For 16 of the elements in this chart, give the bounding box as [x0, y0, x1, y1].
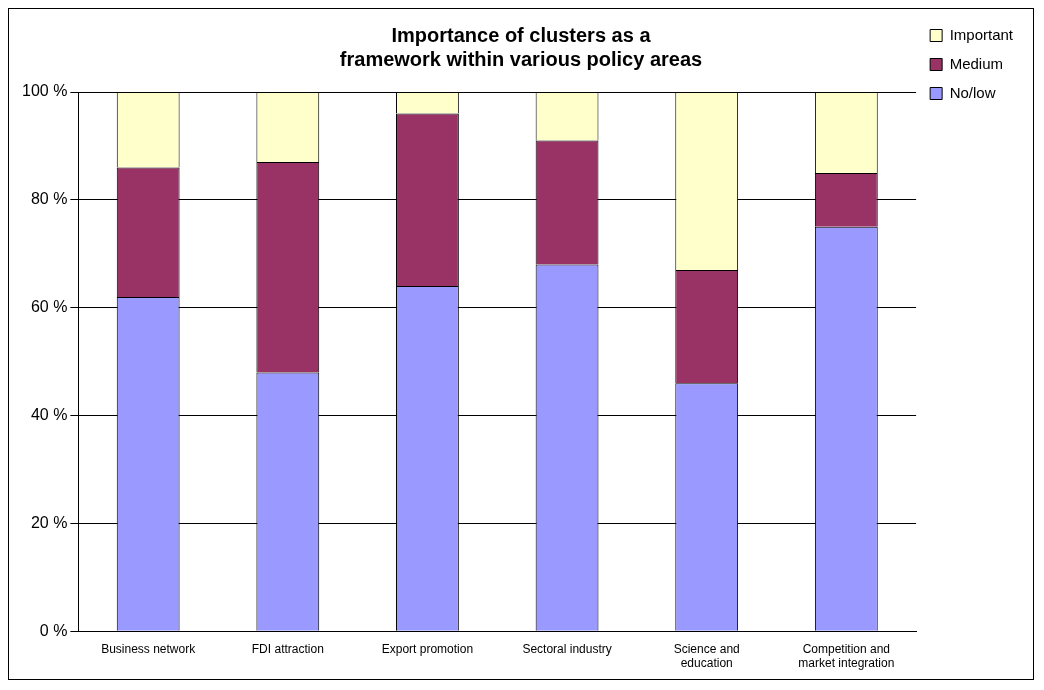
legend-label: No/low: [949, 83, 996, 101]
y-tick-label: 80 %: [30, 190, 68, 208]
y-tick-label: 40 %: [30, 405, 68, 423]
x-tick-label: FDI attraction: [251, 641, 324, 656]
x-tick-label: Export promotion: [381, 641, 474, 656]
y-tick-label: 100 %: [21, 82, 68, 100]
y-tick-label: 0 %: [39, 621, 68, 639]
x-tick-label: Sectoral industry: [522, 641, 612, 656]
y-tick-label: 60 %: [30, 298, 68, 316]
x-tick-label: Business network: [101, 641, 197, 656]
chart-title: Importance of clusters as a framework within various policy areas: [339, 23, 703, 70]
x-tick-label: Competition and market integration: [798, 641, 895, 671]
y-tick-label: 20 %: [30, 513, 68, 531]
x-tick-label: Science and education: [673, 641, 740, 671]
legend-label: Important: [949, 25, 1014, 43]
legend-label: Medium: [949, 54, 1003, 72]
